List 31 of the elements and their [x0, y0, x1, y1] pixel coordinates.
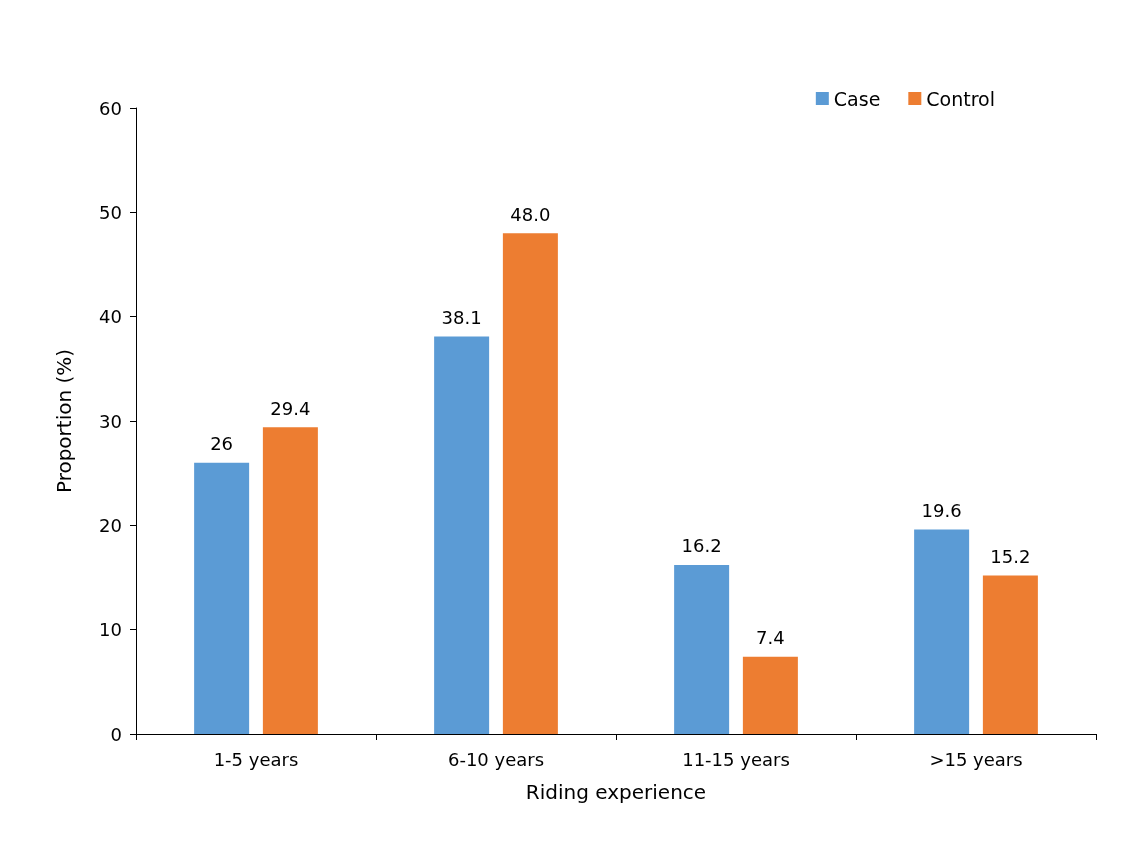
data-label: 16.2 — [681, 535, 722, 557]
bar — [742, 656, 798, 734]
data-label: 26 — [210, 433, 234, 455]
data-label: 19.6 — [921, 500, 962, 522]
legend-label: Case — [833, 87, 881, 110]
y-tick-label: 20 — [99, 514, 122, 536]
x-axis-title: Riding experience — [525, 780, 707, 804]
y-tick-label: 10 — [99, 619, 122, 641]
x-tick-label: >15 years — [929, 748, 1023, 770]
data-label: 15.2 — [990, 545, 1031, 567]
data-label: 29.4 — [270, 397, 311, 419]
y-tick-label: 0 — [110, 723, 122, 745]
bar — [194, 462, 250, 734]
bar — [674, 564, 730, 734]
y-tick-label: 40 — [99, 306, 122, 328]
bar — [434, 336, 490, 734]
y-tick-label: 50 — [99, 201, 122, 223]
x-tick-label: 6-10 years — [447, 748, 545, 770]
y-axis-title: Proportion (%) — [52, 348, 76, 494]
data-label: 48.0 — [510, 203, 551, 225]
x-tick-label: 11-15 years — [682, 748, 790, 770]
data-label: 7.4 — [756, 627, 785, 649]
legend-label: Control — [926, 87, 996, 110]
data-label: 38.1 — [441, 306, 482, 328]
x-tick-label: 1-5 years — [213, 748, 299, 770]
bar — [982, 575, 1038, 734]
y-tick-label: 60 — [99, 97, 122, 119]
bar — [502, 233, 558, 734]
bar — [914, 529, 970, 734]
y-tick-label: 30 — [99, 410, 122, 432]
bar — [262, 427, 318, 734]
